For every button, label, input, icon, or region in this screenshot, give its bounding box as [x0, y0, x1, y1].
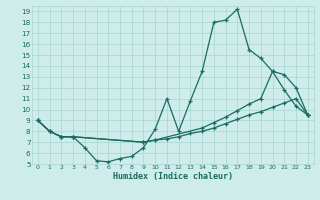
X-axis label: Humidex (Indice chaleur): Humidex (Indice chaleur) [113, 172, 233, 181]
